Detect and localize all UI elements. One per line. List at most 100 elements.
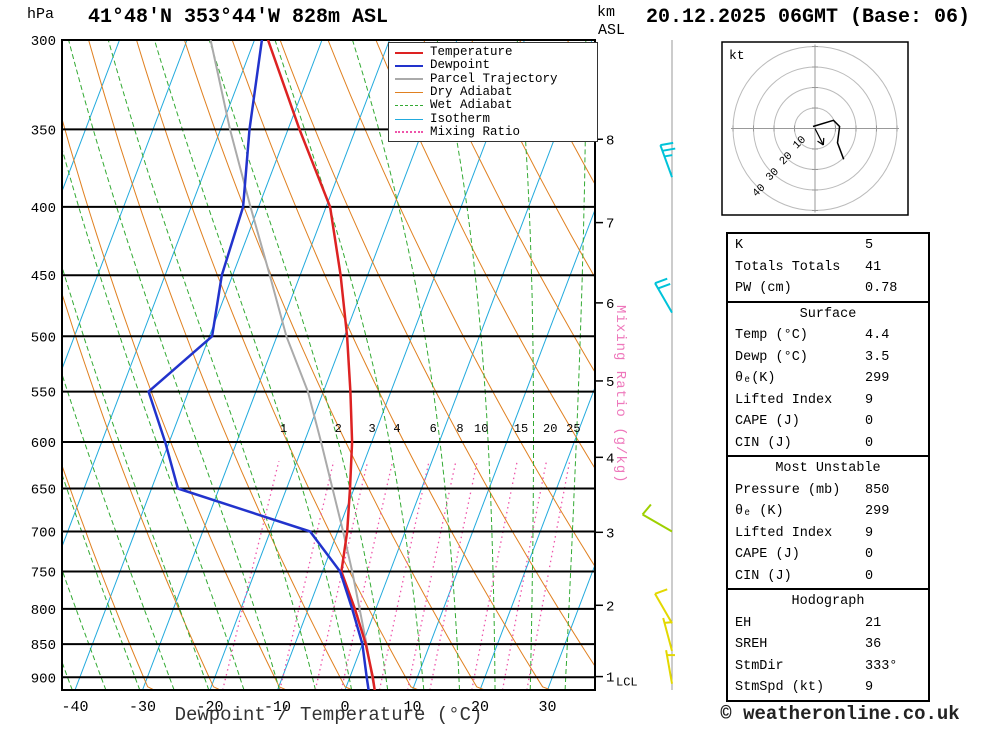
wind-barb <box>662 617 673 652</box>
parcel-trajectory-curve <box>209 40 376 690</box>
table-section: K 5 Totals Totals 41 PW (cm) 0.78 <box>728 234 928 301</box>
isotherm-line <box>547 563 595 690</box>
isotherm-line <box>142 40 390 690</box>
pressure-tick-label: 900 <box>31 671 56 687</box>
dry-adiabat-line <box>950 40 1000 690</box>
sounding-indices-table: K 5 Totals Totals 41 PW (cm) 0.78 Surface Temp … <box>726 232 930 702</box>
wind-barb-column <box>641 40 676 690</box>
table-row: EH 21 <box>728 613 928 635</box>
km-tick-label: 3 <box>606 526 614 542</box>
km-tick-label: 7 <box>606 217 614 233</box>
table-row: Temp (°C) 4.4 <box>728 325 928 347</box>
table-row-value: 36 <box>865 637 882 652</box>
legend-item-label: Mixing Ratio <box>430 124 521 139</box>
legend-item-label: Temperature <box>430 45 513 60</box>
legend-line-sample <box>395 118 423 120</box>
table-row-label: Lifted Index <box>735 392 833 408</box>
table-row-label: CIN (J) <box>735 435 792 451</box>
mixing-ratio-value-label: 15 <box>514 422 528 436</box>
table-row-value: 0 <box>865 414 874 429</box>
table-row-value: 0.78 <box>865 281 898 296</box>
wind-barb <box>641 503 673 533</box>
km-tick-label: 6 <box>606 297 614 313</box>
pressure-tick-label: 500 <box>31 330 56 346</box>
mixing-ratio-value-label: 25 <box>566 422 580 436</box>
table-section-header: Hodograph <box>791 594 865 609</box>
legend-item-label: Parcel Trajectory <box>430 71 558 86</box>
mixing-ratio-line <box>340 460 394 690</box>
table-row-label: CIN (J) <box>735 568 792 584</box>
temperature-curve <box>266 40 376 690</box>
mixing-ratio-line <box>501 460 548 690</box>
table-section: Hodograph EH 21 SREH 36 StmDir 333° StmSpd (kt)… <box>728 588 928 700</box>
wet-adiabat-line <box>62 147 245 690</box>
wind-barb <box>654 277 673 314</box>
dewpoint-curve <box>147 40 370 690</box>
km-tick-label: 2 <box>606 599 614 615</box>
table-row-value: 4.4 <box>865 328 890 343</box>
legend-line-sample <box>395 131 423 134</box>
wet-adiabat-line <box>352 40 460 690</box>
table-row-label: StmSpd (kt) <box>735 680 825 695</box>
wet-adiabat-line <box>62 472 141 690</box>
legend-item-label: Dry Adiabat <box>430 85 513 100</box>
legend-line-sample <box>395 78 423 81</box>
table-row: Dewp (°C) 3.5 <box>728 347 928 369</box>
wet-adiabat-line <box>62 265 210 690</box>
mixing-ratio-value-label: 2 <box>335 422 342 436</box>
isotherm-line <box>209 40 458 690</box>
isotherm-line <box>412 208 595 690</box>
legend-item: Dewpoint <box>389 59 597 72</box>
table-row: Totals Totals 41 <box>728 257 928 279</box>
legend-item: Temperature <box>389 46 597 59</box>
table-row-label: θₑ (K) <box>735 504 784 519</box>
wet-adiabat-line <box>68 40 281 690</box>
temperature-tick-label: -30 <box>129 699 156 716</box>
dry-adiabat-line <box>88 40 353 690</box>
mixing-ratio-line <box>314 460 369 690</box>
table-row: CIN (J) 0 <box>728 433 928 455</box>
hodograph-trace <box>812 119 845 160</box>
table-row: SREH 36 <box>728 634 928 656</box>
temperature-tick-label: 0 <box>340 699 349 716</box>
dry-adiabat-line <box>375 40 595 470</box>
storm-motion-vector <box>814 128 824 146</box>
altitude-axis-asl-label: ASL <box>598 22 626 39</box>
table-row: PW (cm) 0.78 <box>728 278 928 300</box>
table-row-label: SREH <box>735 637 768 652</box>
km-tick-label: 5 <box>606 375 614 391</box>
legend-item: Isotherm <box>389 112 597 125</box>
temperature-tick-label: 20 <box>471 699 489 716</box>
table-section-header: Surface <box>799 306 857 322</box>
table-row: StmDir 333° <box>728 656 928 678</box>
dry-adiabat-line <box>279 40 595 668</box>
table-row-value: 333° <box>865 658 898 674</box>
wet-adiabat-line <box>62 372 175 690</box>
table-row: Lifted Index 9 <box>728 390 928 412</box>
km-tick-label: 4 <box>606 451 614 467</box>
legend-item: Dry Adiabat <box>389 86 597 99</box>
table-row-value: 9 <box>865 392 874 408</box>
legend-item-label: Dewpoint <box>430 58 491 73</box>
table-row-label: CAPE (J) <box>735 414 800 429</box>
isotherm-line <box>74 40 323 690</box>
dry-adiabat-line <box>471 40 595 279</box>
temperature-axis-label: Dewpoint / Temperature (°C) <box>174 704 483 726</box>
table-row-value: 299 <box>865 504 890 519</box>
pressure-tick-label: 700 <box>31 525 56 541</box>
table-section-header: Most Unstable <box>775 461 881 476</box>
table-row-value: 41 <box>865 259 882 275</box>
table-row-value: 9 <box>865 525 874 541</box>
km-tick-label: 1 <box>606 671 614 687</box>
isotherm-line <box>344 40 593 690</box>
wet-adiabat-line <box>62 568 107 690</box>
mixing-ratio-line <box>406 460 457 690</box>
table-row: Lifted Index 9 <box>728 523 928 545</box>
table-row-label: CAPE (J) <box>735 547 800 562</box>
table-row-value: 299 <box>865 371 890 386</box>
pressure-tick-label: 750 <box>31 565 56 581</box>
table-row-value: 9 <box>865 680 874 695</box>
mixing-ratio-line <box>429 460 478 690</box>
